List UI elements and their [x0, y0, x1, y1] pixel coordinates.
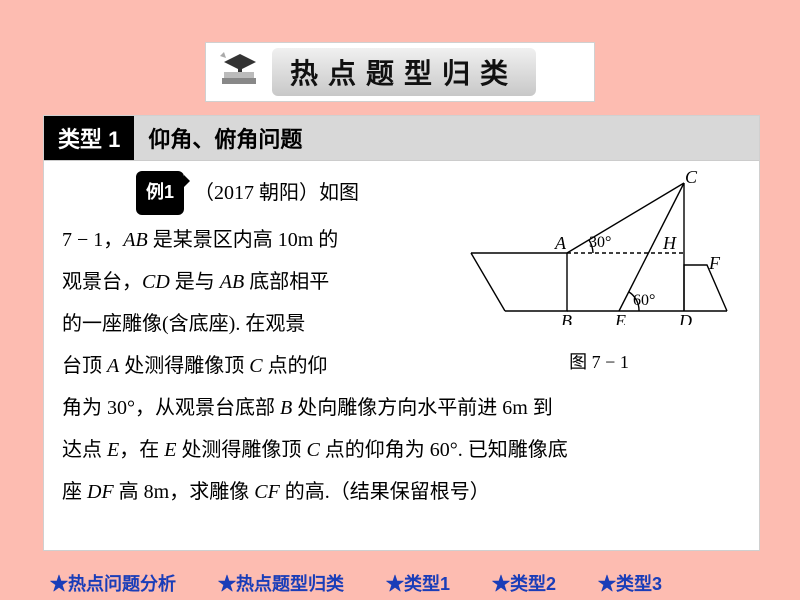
label-H: H: [662, 233, 677, 253]
graduation-cap-books-icon: [216, 48, 264, 96]
problem-line-6: 达点 E，在 E 处测得雕像顶 C 点的仰角为 60°. 已知雕像底: [62, 429, 741, 471]
label-F: F: [708, 253, 721, 273]
nav-type-2[interactable]: ★类型2: [492, 570, 556, 596]
type-title: 仰角、俯角问题: [134, 122, 302, 154]
example-source: （2017 朝阳）如图: [194, 172, 359, 214]
nav-hot-types[interactable]: ★热点题型归类: [218, 570, 344, 596]
label-C: C: [685, 167, 698, 187]
angle-60: 60°: [633, 292, 655, 309]
label-A: A: [554, 233, 567, 253]
label-D: D: [678, 311, 692, 325]
diagram-caption: 图 7 − 1: [459, 344, 739, 382]
angle-30: 30°: [589, 234, 611, 251]
geometry-diagram: A B C E D H F 30° 60° 图 7 − 1: [459, 165, 739, 355]
label-B: B: [561, 311, 572, 325]
problem-line-5: 角为 30°，从观景台底部 B 处向雕像方向水平前进 6m 到: [62, 387, 741, 429]
problem-body: 例1 （2017 朝阳）如图 7 − 1，AB 是某景区内高 10m 的 观景台…: [44, 161, 759, 523]
main-panel: 类型 1 仰角、俯角问题 例1 （2017 朝阳）如图 7 − 1，AB 是某景…: [43, 115, 760, 551]
banner-title: 热点题型归类: [272, 48, 536, 96]
problem-line-7: 座 DF 高 8m，求雕像 CF 的高.（结果保留根号）: [62, 471, 741, 513]
nav-type-1[interactable]: ★类型1: [386, 570, 450, 596]
nav-type-3[interactable]: ★类型3: [598, 570, 662, 596]
type-header: 类型 1 仰角、俯角问题: [44, 116, 759, 161]
banner: 热点题型归类: [205, 42, 595, 102]
label-E: E: [614, 311, 626, 325]
bottom-nav: ★热点问题分析 ★热点题型归类 ★类型1 ★类型2 ★类型3: [0, 566, 800, 600]
example-badge: 例1: [136, 171, 184, 215]
nav-hot-analysis[interactable]: ★热点问题分析: [50, 570, 176, 596]
type-badge: 类型 1: [44, 116, 134, 160]
